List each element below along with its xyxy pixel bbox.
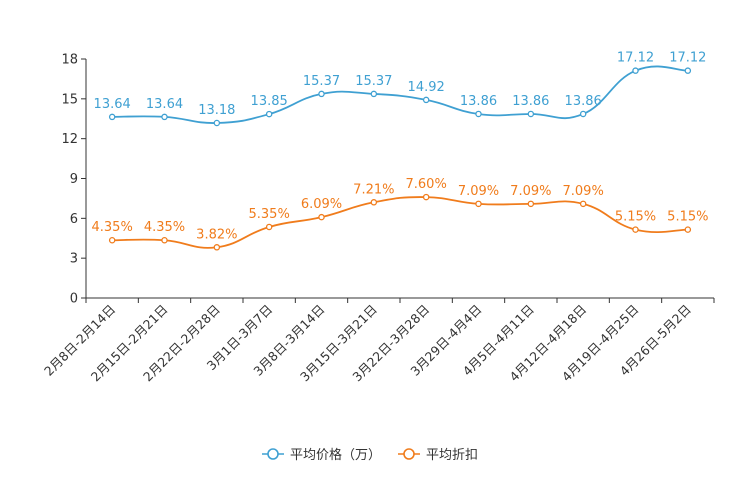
data-point[interactable] xyxy=(527,110,535,118)
data-point[interactable] xyxy=(370,90,378,98)
data-label: 7.09% xyxy=(510,184,551,199)
data-point[interactable] xyxy=(213,119,221,127)
series-line-1 xyxy=(112,196,688,249)
data-point[interactable] xyxy=(265,110,273,118)
data-point[interactable] xyxy=(422,193,430,201)
data-label: 5.35% xyxy=(249,207,290,222)
legend-label-discount: 平均折扣 xyxy=(426,448,478,463)
data-label: 4.35% xyxy=(92,220,133,235)
data-point[interactable] xyxy=(579,200,587,208)
data-point[interactable] xyxy=(684,67,692,74)
data-point[interactable] xyxy=(108,236,116,244)
y-tick-label: 6 xyxy=(70,212,78,227)
series-line-0 xyxy=(112,65,688,124)
data-label: 17.12 xyxy=(669,51,706,66)
data-label: 7.21% xyxy=(353,182,394,197)
y-tick-label: 15 xyxy=(61,92,78,107)
data-point[interactable] xyxy=(318,90,325,98)
data-point[interactable] xyxy=(370,199,378,206)
data-point[interactable] xyxy=(579,110,587,118)
data-point[interactable] xyxy=(475,200,482,208)
data-label: 13.86 xyxy=(460,94,497,109)
data-point[interactable] xyxy=(475,110,482,118)
data-label: 13.64 xyxy=(94,97,131,112)
data-point[interactable] xyxy=(108,113,116,121)
data-label: 15.37 xyxy=(355,74,392,89)
y-tick-label: 12 xyxy=(61,132,78,147)
y-tick-label: 3 xyxy=(70,252,78,267)
data-label: 5.15% xyxy=(667,210,708,225)
legend-item-price[interactable]: 平均价格（万） xyxy=(262,447,381,463)
data-point[interactable] xyxy=(265,223,273,231)
data-label: 17.12 xyxy=(617,51,654,66)
y-tick-label: 0 xyxy=(70,292,78,307)
data-point[interactable] xyxy=(632,226,639,233)
data-label: 6.09% xyxy=(301,197,342,212)
legend-item-discount[interactable]: 平均折扣 xyxy=(398,448,478,463)
data-label: 13.86 xyxy=(565,94,602,109)
data-label: 7.09% xyxy=(563,184,604,199)
data-point[interactable] xyxy=(422,96,430,104)
data-label: 13.85 xyxy=(251,94,288,109)
data-point[interactable] xyxy=(318,213,325,221)
data-point[interactable] xyxy=(632,67,639,74)
data-label: 7.09% xyxy=(458,184,499,199)
data-point[interactable] xyxy=(161,236,168,244)
data-label: 15.37 xyxy=(303,74,340,89)
data-point[interactable] xyxy=(161,113,168,121)
data-label: 13.64 xyxy=(146,97,183,112)
data-point[interactable] xyxy=(213,244,221,251)
y-tick-label: 9 xyxy=(70,172,78,187)
data-label: 4.35% xyxy=(144,220,185,235)
data-label: 5.15% xyxy=(615,210,656,225)
legend-marker-price xyxy=(267,448,279,460)
data-point[interactable] xyxy=(527,200,535,208)
series-lines xyxy=(108,65,692,251)
data-label: 13.86 xyxy=(512,94,549,109)
data-label: 7.60% xyxy=(406,177,447,192)
data-labels: 13.64 13.64 13.18 13.85 15.37 15.37 14.92 13.86… xyxy=(92,51,709,243)
legend-marker-discount xyxy=(403,448,415,460)
legend-label-price: 平均价格（万） xyxy=(290,447,381,463)
data-label: 14.92 xyxy=(408,80,445,95)
data-label: 13.18 xyxy=(198,103,235,118)
data-label: 3.82% xyxy=(196,227,237,242)
legend: 平均价格（万） 平均折扣 xyxy=(262,447,478,463)
data-point[interactable] xyxy=(684,226,692,233)
y-tick-label: 18 xyxy=(61,53,78,68)
